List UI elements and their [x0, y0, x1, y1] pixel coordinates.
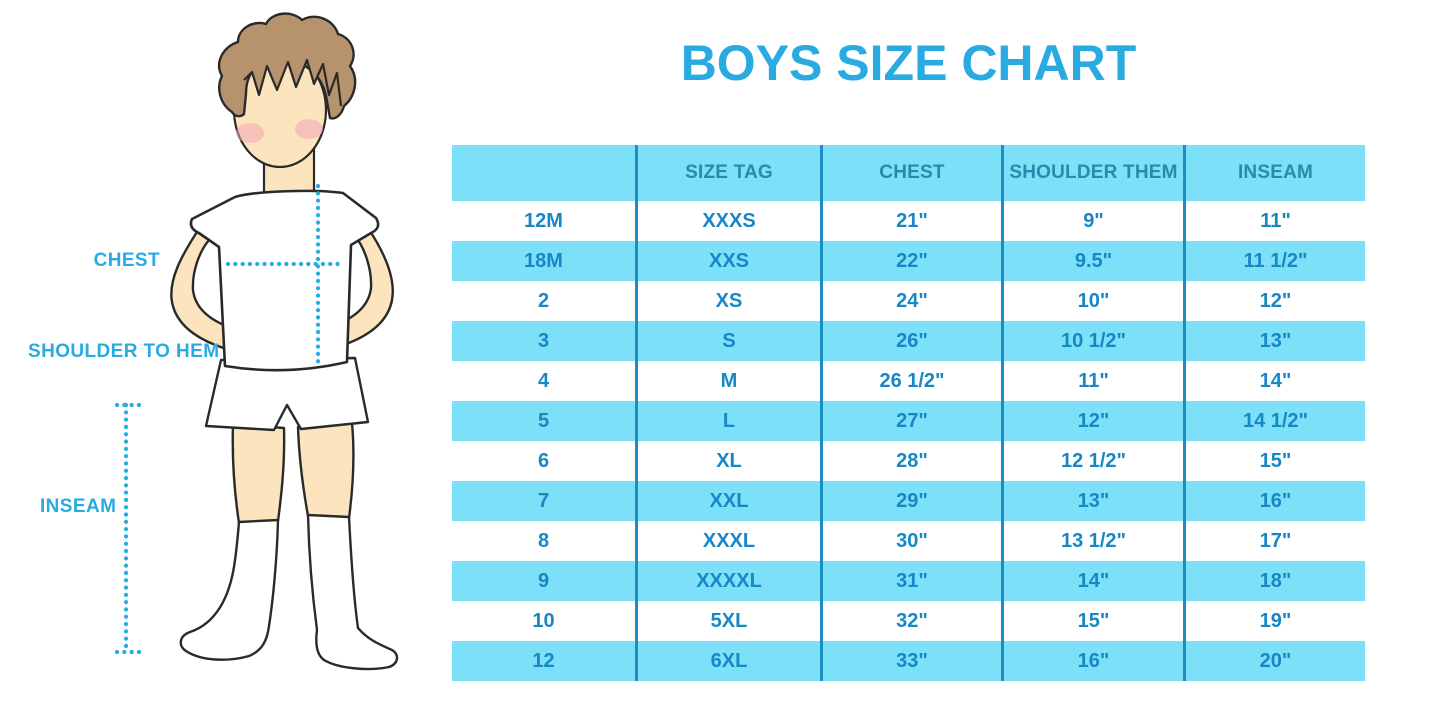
cell-shoulder: 11" — [1001, 361, 1183, 401]
cell-chest: 30" — [820, 521, 1001, 561]
header-cell-chest: CHEST — [820, 145, 1001, 201]
cell-size: 8 — [452, 521, 635, 561]
cell-inseam: 14" — [1183, 361, 1365, 401]
table-header-row: SIZE TAG CHEST SHOULDER THEM INSEAM — [452, 145, 1365, 201]
cell-size: 3 — [452, 321, 635, 361]
cell-size-tag: XXXS — [635, 201, 820, 241]
header-cell-size — [452, 145, 635, 201]
boy-left-sock — [179, 518, 280, 661]
cell-shoulder: 10" — [1001, 281, 1183, 321]
table-row: 5 L 27" 12" 14 1/2" — [452, 401, 1365, 441]
cell-size-tag: XXXXL — [635, 561, 820, 601]
cell-size: 6 — [452, 441, 635, 481]
boy-hairline — [243, 58, 343, 107]
cell-chest: 24" — [820, 281, 1001, 321]
cell-chest: 21" — [820, 201, 1001, 241]
size-table: SIZE TAG CHEST SHOULDER THEM INSEAM 12M … — [452, 145, 1365, 681]
cell-size: 2 — [452, 281, 635, 321]
table-row: 4 M 26 1/2" 11" 14" — [452, 361, 1365, 401]
page-title: BOYS SIZE CHART — [680, 35, 1137, 91]
cell-size-tag: L — [635, 401, 820, 441]
boy-right-sock — [306, 513, 399, 671]
header-cell-shoulder: SHOULDER THEM — [1001, 145, 1183, 201]
cell-inseam: 12" — [1183, 281, 1365, 321]
cell-shoulder: 16" — [1001, 641, 1183, 681]
cell-chest: 33" — [820, 641, 1001, 681]
chest-label: CHEST — [94, 250, 160, 271]
cell-shoulder: 15" — [1001, 601, 1183, 641]
cell-inseam: 19" — [1183, 601, 1365, 641]
table-row: 12M XXXS 21" 9" 11" — [452, 201, 1365, 241]
shoulder-to-hem-label: SHOULDER TO HEM — [28, 341, 219, 362]
cell-size-tag: 6XL — [635, 641, 820, 681]
cell-shoulder: 10 1/2" — [1001, 321, 1183, 361]
table-row: 2 XS 24" 10" 12" — [452, 281, 1365, 321]
cell-inseam: 15" — [1183, 441, 1365, 481]
cell-chest: 26" — [820, 321, 1001, 361]
cell-inseam: 17" — [1183, 521, 1365, 561]
cell-chest: 29" — [820, 481, 1001, 521]
cell-chest: 22" — [820, 241, 1001, 281]
cell-size: 7 — [452, 481, 635, 521]
boy-shorts — [204, 356, 370, 432]
cell-size: 18M — [452, 241, 635, 281]
cell-size: 12M — [452, 201, 635, 241]
cell-chest: 28" — [820, 441, 1001, 481]
cell-shoulder: 9" — [1001, 201, 1183, 241]
cell-size: 4 — [452, 361, 635, 401]
cell-size: 9 — [452, 561, 635, 601]
boy-left-leg — [231, 422, 286, 525]
cell-size-tag: XXS — [635, 241, 820, 281]
table-row: 8 XXXL 30" 13 1/2" 17" — [452, 521, 1365, 561]
table-row: 6 XL 28" 12 1/2" 15" — [452, 441, 1365, 481]
cell-shoulder: 9.5" — [1001, 241, 1183, 281]
cell-shoulder: 14" — [1001, 561, 1183, 601]
boy-measurement-figure: CHEST SHOULDER TO HEM INSEAM — [0, 0, 460, 723]
header-cell-size-tag: SIZE TAG — [635, 145, 820, 201]
cell-size-tag: S — [635, 321, 820, 361]
cell-shoulder: 13 1/2" — [1001, 521, 1183, 561]
cell-chest: 26 1/2" — [820, 361, 1001, 401]
cell-inseam: 14 1/2" — [1183, 401, 1365, 441]
cell-size: 10 — [452, 601, 635, 641]
cell-chest: 27" — [820, 401, 1001, 441]
table-row: 18M XXS 22" 9.5" 11 1/2" — [452, 241, 1365, 281]
boy-blush-cheeks — [236, 119, 323, 143]
cell-inseam: 11" — [1183, 201, 1365, 241]
table-row: 12 6XL 33" 16" 20" — [452, 641, 1365, 681]
table-row: 7 XXL 29" 13" 16" — [452, 481, 1365, 521]
cell-inseam: 11 1/2" — [1183, 241, 1365, 281]
cell-size-tag: M — [635, 361, 820, 401]
cell-inseam: 20" — [1183, 641, 1365, 681]
header-cell-inseam: INSEAM — [1183, 145, 1365, 201]
cell-shoulder: 13" — [1001, 481, 1183, 521]
cell-size-tag: XXL — [635, 481, 820, 521]
cell-size-tag: 5XL — [635, 601, 820, 641]
cell-size-tag: XS — [635, 281, 820, 321]
cell-inseam: 18" — [1183, 561, 1365, 601]
boy-hair-fringe — [231, 26, 346, 106]
cell-shoulder: 12 1/2" — [1001, 441, 1183, 481]
cell-size-tag: XXXL — [635, 521, 820, 561]
cell-chest: 31" — [820, 561, 1001, 601]
boy-tshirt — [189, 189, 380, 372]
boy-illustration: CHEST SHOULDER TO HEM INSEAM — [28, 12, 399, 671]
table-row: 3 S 26" 10 1/2" 13" — [452, 321, 1365, 361]
table-body: 12M XXXS 21" 9" 11" 18M XXS 22" 9.5" 11 … — [452, 201, 1365, 681]
cell-inseam: 16" — [1183, 481, 1365, 521]
cell-size: 12 — [452, 641, 635, 681]
cell-size: 5 — [452, 401, 635, 441]
table-row: 9 XXXXL 31" 14" 18" — [452, 561, 1365, 601]
inseam-label: INSEAM — [40, 496, 116, 517]
cell-shoulder: 12" — [1001, 401, 1183, 441]
cell-size-tag: XL — [635, 441, 820, 481]
table-row: 10 5XL 32" 15" 19" — [452, 601, 1365, 641]
cell-inseam: 13" — [1183, 321, 1365, 361]
cell-chest: 32" — [820, 601, 1001, 641]
boy-right-leg — [296, 421, 355, 520]
